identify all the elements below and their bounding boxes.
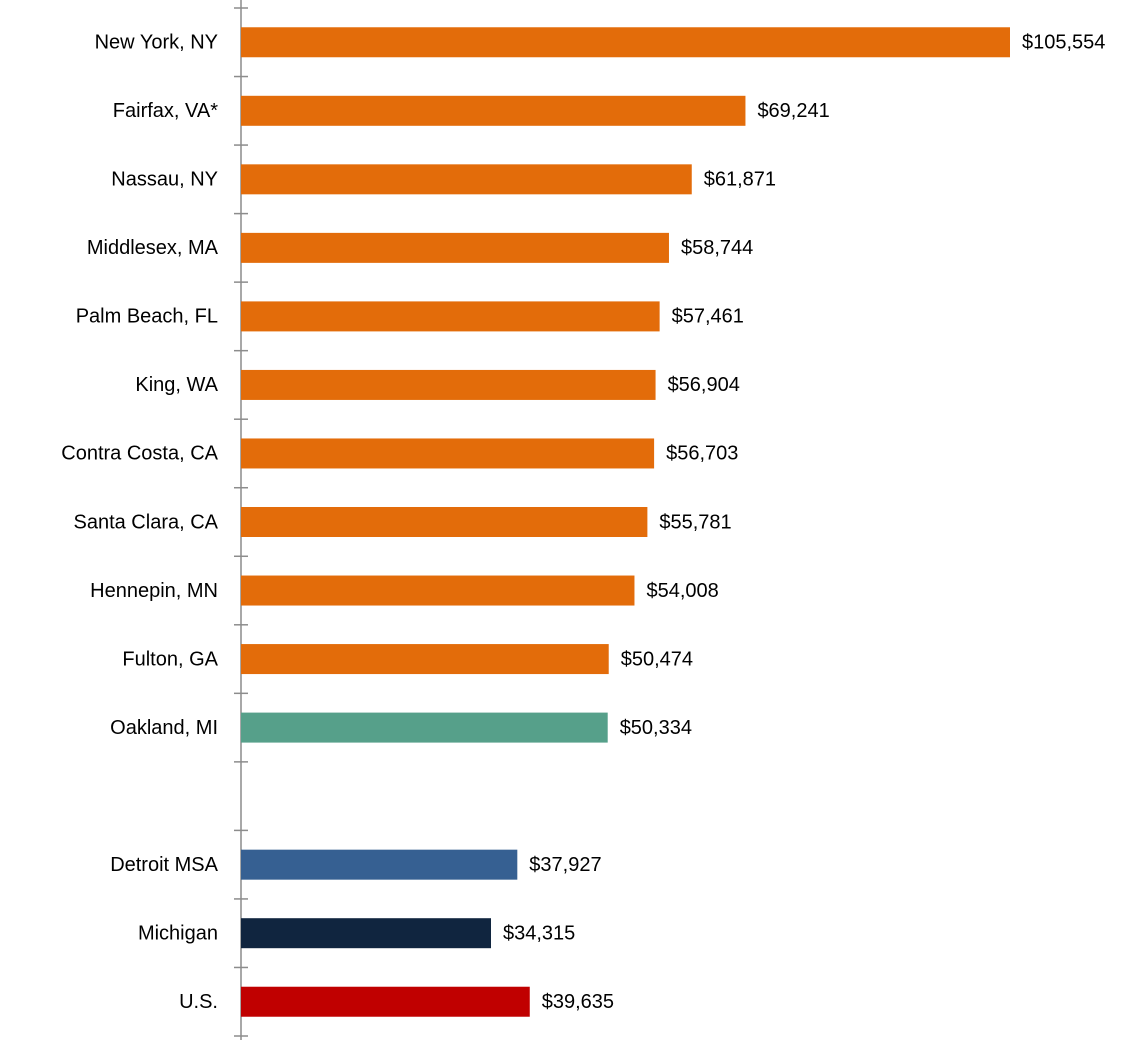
bar [241,232,669,263]
category-label: Hennepin, MN [90,580,218,602]
category-label: Nassau, NY [111,169,218,191]
bar [241,507,648,537]
value-label: $61,871 [704,169,776,191]
category-label: King, WA [135,374,218,396]
bar [241,986,530,1017]
category-label: Fairfax, VA* [113,100,218,122]
category-label: Oakland, MI [110,717,218,739]
value-label: $37,927 [529,854,601,876]
category-label: Detroit MSA [110,854,218,876]
category-label: Michigan [138,922,218,944]
value-label: $54,008 [646,580,718,602]
bar [241,918,491,949]
value-label: $34,315 [503,922,575,944]
category-label: Santa Clara, CA [73,511,218,533]
bar [241,575,635,606]
value-label: $57,461 [672,306,744,328]
bar [241,849,518,880]
value-label: $39,635 [542,991,614,1013]
bar [241,164,692,195]
bar [241,27,1010,58]
value-label: $58,744 [681,237,753,259]
bar [241,438,655,469]
bar [241,712,608,743]
value-label: $55,781 [659,511,731,533]
category-label: Palm Beach, FL [76,306,218,328]
category-label: U.S. [179,991,218,1013]
value-label: $50,334 [620,717,692,739]
category-label: Middlesex, MA [87,237,219,259]
value-label: $69,241 [757,100,829,122]
category-label: Fulton, GA [122,648,218,670]
value-label: $56,904 [668,374,740,396]
value-label: $56,703 [666,443,738,465]
bar [241,95,746,126]
category-label: Contra Costa, CA [61,443,218,465]
bar [241,301,660,332]
value-label: $50,474 [621,648,693,670]
value-label: $105,554 [1022,32,1105,54]
bar [241,644,609,675]
category-label: New York, NY [95,32,218,54]
bar [241,369,656,400]
